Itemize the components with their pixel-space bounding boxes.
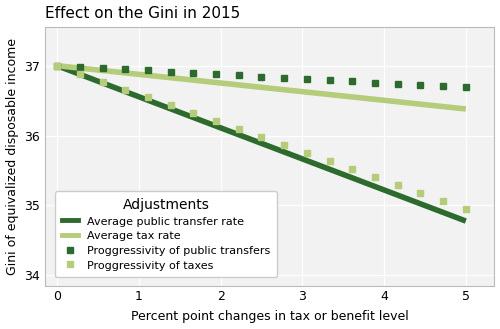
- Text: Effect on the Gini in 2015: Effect on the Gini in 2015: [45, 6, 240, 20]
- Legend: Average public transfer rate, Average tax rate, Proggressivity of public transfe: Average public transfer rate, Average ta…: [55, 191, 277, 277]
- X-axis label: Percent point changes in tax or benefit level: Percent point changes in tax or benefit …: [131, 311, 408, 323]
- Y-axis label: Gini of equivalized disposable income: Gini of equivalized disposable income: [6, 38, 18, 275]
